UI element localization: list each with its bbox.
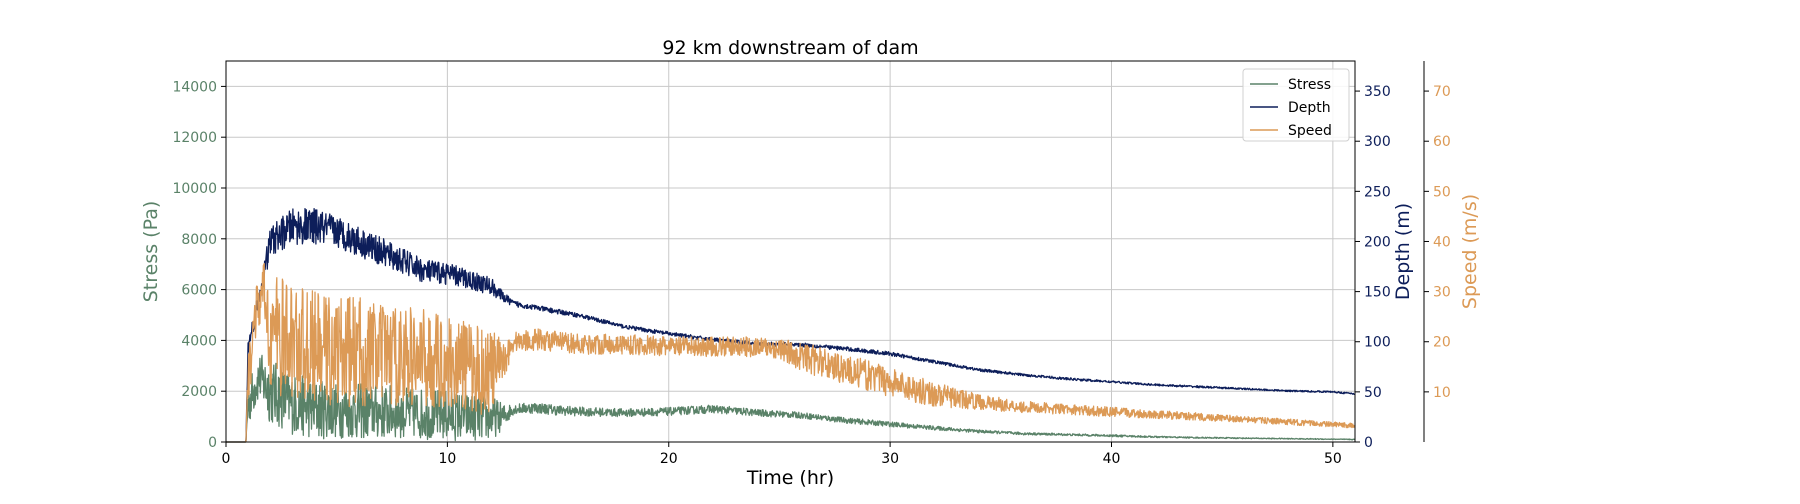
grid bbox=[225, 61, 1355, 443]
x-tick-label: 10 bbox=[438, 451, 456, 467]
series-layer bbox=[225, 207, 1356, 443]
y-left-tick-label: 14000 bbox=[172, 79, 217, 95]
chart-title: 92 km downstream of dam bbox=[662, 37, 918, 59]
y-left-tick-label: 4000 bbox=[181, 333, 217, 349]
legend-label: Speed bbox=[1288, 123, 1332, 139]
axes: 0 10 20 30 40 5002000400060008000100001200014… bbox=[172, 61, 1451, 467]
y-right2-tick-label: 40 bbox=[1433, 234, 1451, 250]
series-line-stress bbox=[225, 354, 1356, 443]
y-right2-tick-label: 10 bbox=[1433, 385, 1451, 401]
y-right-tick-label: 350 bbox=[1364, 84, 1391, 100]
legend: Stress Depth Speed bbox=[1242, 68, 1350, 142]
legend-label: Depth bbox=[1288, 100, 1331, 116]
y-left-tick-label: 0 bbox=[208, 435, 217, 451]
y-right-tick-label: 200 bbox=[1364, 234, 1391, 250]
y-right2-tick-label: 60 bbox=[1433, 134, 1451, 150]
y-right-tick-label: 50 bbox=[1364, 385, 1382, 401]
y-right-tick-label: 250 bbox=[1364, 184, 1391, 200]
y-axis-left-label: Stress (Pa) bbox=[140, 201, 162, 303]
series-line-depth bbox=[225, 207, 1356, 443]
y-left-tick-label: 10000 bbox=[172, 181, 217, 197]
x-tick-label: 40 bbox=[1103, 451, 1121, 467]
y-right-tick-label: 0 bbox=[1364, 435, 1373, 451]
y-left-tick-label: 12000 bbox=[172, 130, 217, 146]
series-line-speed bbox=[225, 262, 1356, 443]
y-right-tick-label: 100 bbox=[1364, 335, 1391, 351]
y-left-tick-label: 8000 bbox=[181, 232, 217, 248]
x-tick-label: 30 bbox=[881, 451, 899, 467]
x-tick-label: 0 bbox=[222, 451, 231, 467]
y-right2-tick-label: 50 bbox=[1433, 184, 1451, 200]
plot-frame bbox=[225, 60, 1356, 443]
y-left-tick-label: 6000 bbox=[181, 283, 217, 299]
x-tick-label: 20 bbox=[660, 451, 678, 467]
y-right-tick-label: 150 bbox=[1364, 285, 1391, 301]
legend-box bbox=[1242, 68, 1350, 142]
y-axis-right-label: Depth (m) bbox=[1392, 203, 1414, 300]
legend-label: Stress bbox=[1288, 77, 1331, 93]
x-tick-label: 50 bbox=[1324, 451, 1342, 467]
y-right2-tick-label: 70 bbox=[1433, 84, 1451, 100]
y-right2-tick-label: 20 bbox=[1433, 335, 1451, 351]
y-right-tick-label: 300 bbox=[1364, 134, 1391, 150]
y-left-tick-label: 2000 bbox=[181, 384, 217, 400]
y-right2-tick-label: 30 bbox=[1433, 285, 1451, 301]
y-axis-right2-label: Speed (m/s) bbox=[1459, 194, 1481, 309]
x-axis-label: Time (hr) bbox=[746, 467, 834, 489]
